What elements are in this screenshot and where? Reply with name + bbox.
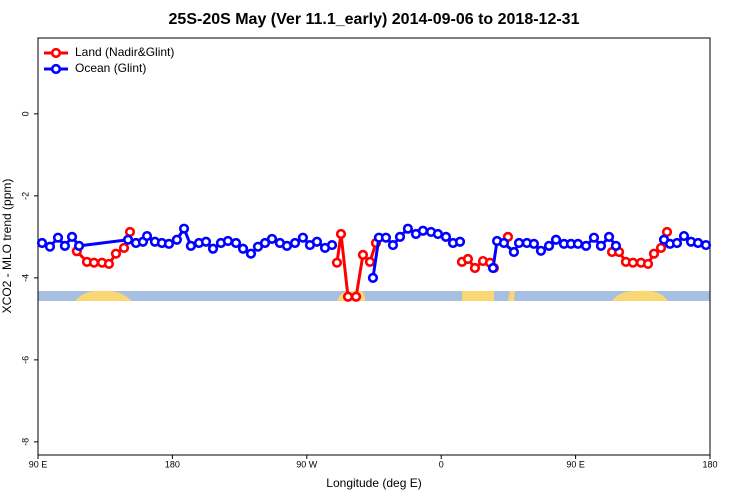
data-point bbox=[513, 237, 525, 249]
y-tick-label: 0 bbox=[20, 111, 30, 116]
data-point bbox=[610, 240, 622, 251]
data-point bbox=[627, 257, 639, 268]
data-point bbox=[402, 223, 413, 234]
data-point bbox=[498, 237, 510, 249]
legend-marker bbox=[50, 63, 62, 75]
data-point bbox=[178, 223, 190, 234]
data-point bbox=[528, 238, 540, 249]
data-point bbox=[487, 262, 499, 274]
x-tick-label: 180 bbox=[702, 459, 717, 469]
data-point bbox=[118, 242, 130, 254]
data-point bbox=[661, 226, 673, 238]
legend-label: Ocean (Glint) bbox=[75, 61, 146, 75]
data-point bbox=[52, 232, 64, 243]
x-axis-label: Longitude (deg E) bbox=[326, 476, 421, 490]
data-point bbox=[671, 237, 683, 249]
data-point bbox=[163, 238, 175, 249]
data-point bbox=[88, 257, 100, 268]
data-point bbox=[550, 234, 562, 245]
data-point bbox=[222, 235, 234, 247]
data-point bbox=[331, 257, 343, 268]
y-tick-label: -6 bbox=[20, 356, 30, 364]
land-strip bbox=[75, 290, 132, 301]
data-point bbox=[44, 241, 56, 252]
data-point bbox=[36, 237, 48, 249]
data-point bbox=[200, 236, 212, 247]
data-point bbox=[73, 240, 85, 251]
x-tick-label: 90 W bbox=[296, 459, 318, 469]
data-point bbox=[245, 248, 257, 259]
data-point bbox=[648, 248, 660, 259]
x-tick-label: 90 E bbox=[566, 459, 585, 469]
data-point bbox=[394, 231, 406, 242]
land-strip bbox=[508, 291, 515, 301]
data-point bbox=[642, 258, 654, 270]
data-point bbox=[207, 243, 219, 254]
legend-marker bbox=[50, 47, 62, 59]
data-point bbox=[311, 236, 323, 247]
data-point bbox=[124, 226, 136, 238]
data-point bbox=[417, 225, 429, 236]
data-point bbox=[326, 239, 338, 251]
data-point bbox=[380, 232, 392, 243]
map-strip bbox=[38, 290, 710, 301]
data-point bbox=[297, 232, 309, 243]
data-point bbox=[230, 237, 242, 249]
data-point bbox=[588, 232, 600, 243]
data-point bbox=[462, 253, 474, 265]
data-point bbox=[171, 234, 182, 245]
y-tick-label: -2 bbox=[20, 192, 30, 200]
data-point bbox=[469, 262, 481, 274]
data-point bbox=[692, 237, 704, 249]
data-point bbox=[387, 239, 399, 251]
data-point bbox=[535, 245, 547, 256]
x-tick-label: 90 E bbox=[29, 459, 48, 469]
data-point bbox=[185, 240, 197, 251]
data-point bbox=[103, 258, 115, 270]
ocean-strip bbox=[38, 291, 710, 301]
data-point bbox=[59, 240, 70, 251]
data-point bbox=[572, 238, 584, 249]
land-strip bbox=[462, 291, 494, 301]
data-point bbox=[122, 234, 134, 245]
x-tick-label: 0 bbox=[439, 459, 444, 469]
data-point bbox=[432, 228, 444, 240]
data-point bbox=[266, 233, 278, 245]
data-point bbox=[66, 231, 78, 242]
data-point bbox=[141, 230, 153, 242]
data-point bbox=[678, 230, 690, 242]
land-strip bbox=[612, 290, 668, 301]
data-point bbox=[110, 248, 122, 259]
data-point bbox=[259, 237, 271, 249]
data-point bbox=[603, 231, 615, 242]
legend-label: Land (Nadir&Glint) bbox=[75, 45, 174, 59]
data-point bbox=[367, 272, 379, 283]
data-point bbox=[237, 243, 249, 254]
data-point bbox=[357, 249, 369, 261]
x-tick-label: 180 bbox=[165, 459, 180, 469]
data-point bbox=[454, 236, 466, 247]
data-point bbox=[335, 228, 347, 240]
chart-title: 25S-20S May (Ver 11.1_early) 2014-09-06 … bbox=[169, 11, 580, 28]
data-point bbox=[595, 240, 607, 251]
data-point bbox=[289, 237, 301, 249]
data-point bbox=[281, 240, 293, 251]
data-point bbox=[655, 242, 667, 254]
y-tick-label: -8 bbox=[20, 438, 30, 446]
data-point bbox=[350, 291, 362, 302]
data-point bbox=[508, 246, 520, 258]
y-axis-label: XCO2 - MLO trend (ppm) bbox=[0, 179, 14, 314]
data-point bbox=[543, 240, 555, 251]
data-point bbox=[580, 240, 592, 251]
data-point bbox=[342, 291, 354, 302]
y-tick-label: -4 bbox=[20, 274, 30, 282]
data-point bbox=[440, 231, 452, 242]
data-point bbox=[364, 256, 376, 267]
data-point bbox=[700, 239, 712, 251]
